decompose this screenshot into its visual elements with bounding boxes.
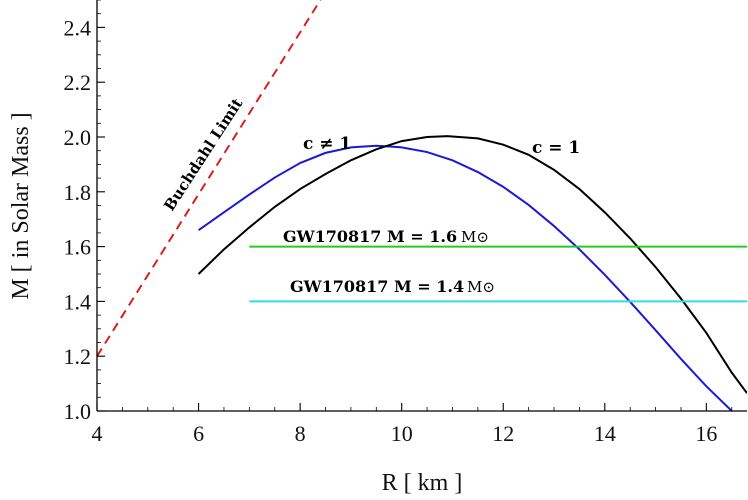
x-axis-title: R [ km ]	[382, 470, 463, 496]
y-tick-label: 2.2	[64, 70, 92, 95]
gw-1-6-label: GW170817 M = 1.6 M⊙	[283, 227, 489, 246]
y-tick-label: 1.8	[64, 180, 92, 205]
buchdahl-limit-label: Buchdahl Limit	[160, 95, 246, 214]
y-tick-label: 1.0	[64, 399, 92, 424]
y-tick-label: 2.4	[64, 15, 92, 40]
y-tick-label: 1.2	[64, 344, 92, 369]
y-tick-label: 2.0	[64, 125, 92, 150]
y-tick-label: 1.4	[64, 289, 92, 314]
series-layer	[97, 0, 747, 411]
svg-text:GW170817 M = 1.6: GW170817 M = 1.6	[283, 227, 457, 246]
svg-text:GW170817 M = 1.4: GW170817 M = 1.4	[290, 277, 464, 296]
series-line-0	[197, 144, 733, 411]
x-tick-label: 6	[193, 421, 204, 446]
y-tick-label: 1.6	[64, 235, 92, 260]
svg-text:M⊙: M⊙	[467, 278, 495, 296]
y-axis-title: M [ in Solar Mass ]	[8, 112, 34, 299]
x-tick-label: 12	[492, 421, 514, 446]
c-neq-1-label: c ≠ 1	[303, 134, 351, 154]
series-line-2	[97, 0, 322, 357]
x-tick-label: 10	[391, 421, 413, 446]
svg-text:M⊙: M⊙	[461, 228, 489, 246]
series-line-1	[197, 135, 747, 394]
x-tick-label: 16	[695, 421, 717, 446]
axes-layer: 4 6 8 10 12 14 16 1.0 1.2 1.4 1.6 1.8 2.0 2.2 2.4	[64, 0, 747, 446]
c-eq-1-label: c = 1	[532, 138, 580, 158]
gw-1-4-label: GW170817 M = 1.4 M⊙	[290, 277, 495, 296]
x-tick-label: 14	[594, 421, 616, 446]
x-tick-label: 4	[92, 421, 103, 446]
x-tick-label: 8	[295, 421, 306, 446]
